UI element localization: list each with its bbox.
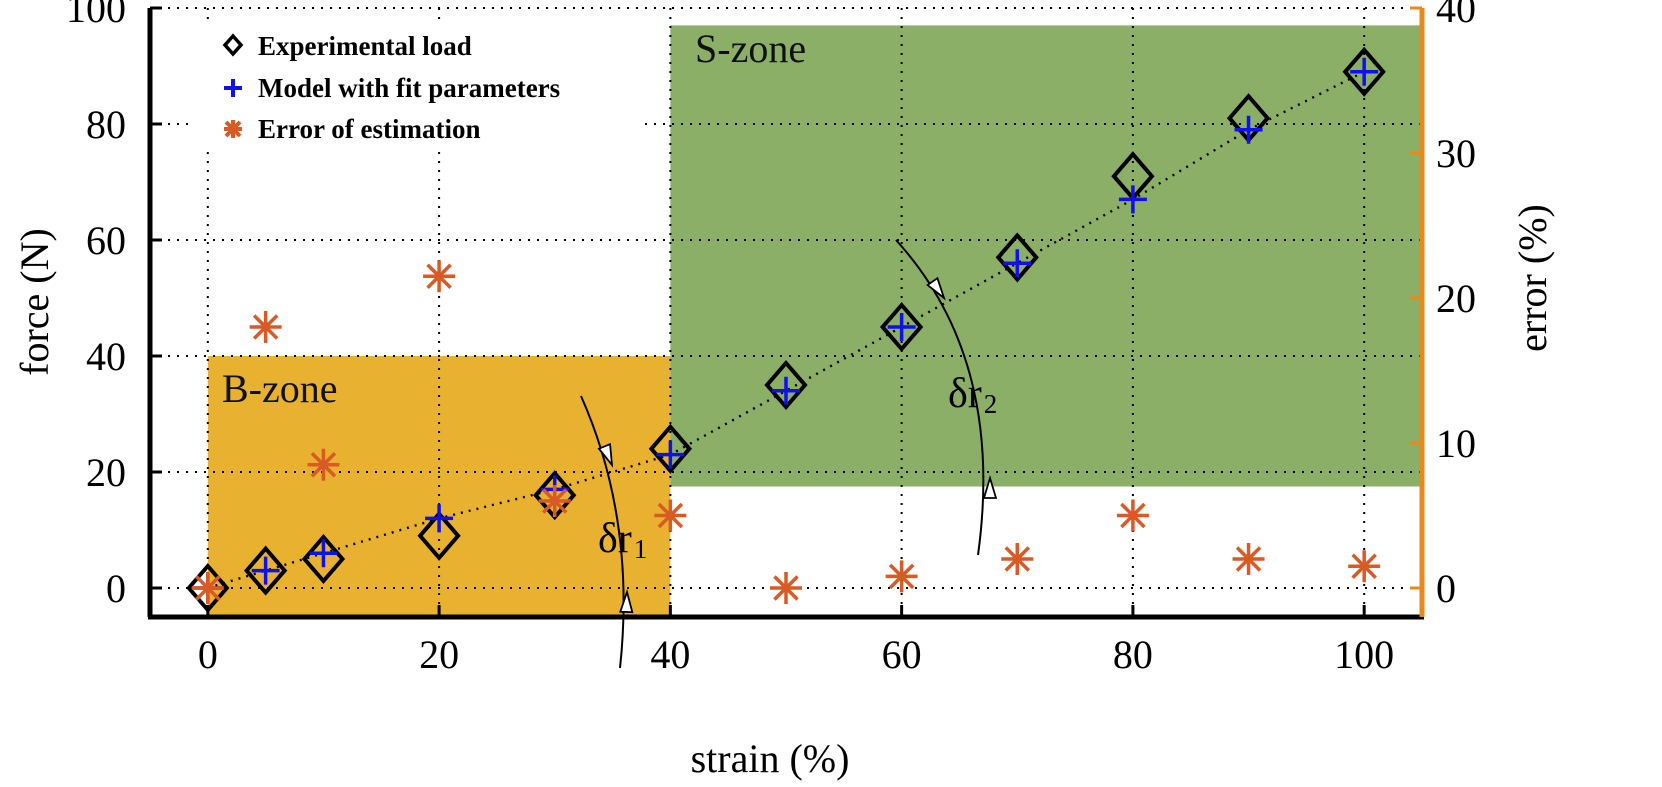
legend-marker-plus bbox=[224, 79, 242, 97]
point-plus-11 bbox=[1350, 57, 1379, 86]
y-right-tick-label-10: 10 bbox=[1436, 421, 1476, 466]
annotation-delta-r1: δr1 bbox=[598, 516, 647, 564]
y-axis-right-label: error (%) bbox=[1510, 204, 1555, 352]
point-asterisk-0 bbox=[191, 572, 224, 604]
delta-r2-arrow-top bbox=[926, 276, 946, 301]
point-asterisk-5 bbox=[654, 499, 687, 532]
fit-line bbox=[207, 70, 1365, 590]
point-plus-6 bbox=[772, 376, 800, 405]
delta-arcs bbox=[580, 239, 998, 669]
y-right-tick-label-40: 40 bbox=[1436, 0, 1476, 31]
point-plus-10 bbox=[1234, 115, 1263, 144]
point-asterisk-11 bbox=[1348, 550, 1381, 583]
fit-line-path bbox=[207, 70, 1365, 590]
point-asterisk-7 bbox=[885, 560, 918, 593]
y-tick-label-80: 80 bbox=[86, 102, 126, 147]
x-axis-label: strain (%) bbox=[691, 736, 850, 781]
point-asterisk-8 bbox=[1001, 543, 1034, 575]
point-plus-9 bbox=[1118, 185, 1147, 214]
legend-marker-asterisk bbox=[224, 120, 242, 138]
y-right-tick-label-30: 30 bbox=[1436, 131, 1476, 176]
y-right-tick-label-20: 20 bbox=[1436, 276, 1476, 321]
point-diamond-7 bbox=[879, 301, 924, 353]
point-asterisk-3 bbox=[423, 260, 456, 293]
zone-label-s: S-zone bbox=[695, 26, 806, 71]
y-tick-label-0: 0 bbox=[106, 566, 126, 611]
delta-r2-arc bbox=[895, 239, 985, 556]
point-asterisk-2 bbox=[307, 448, 340, 481]
legend-marker-diamond bbox=[222, 33, 244, 57]
zone-1 bbox=[670, 25, 1422, 487]
y-tick-label-60: 60 bbox=[86, 218, 126, 263]
x-tick-label-40: 40 bbox=[650, 632, 690, 677]
point-diamond-11 bbox=[1342, 46, 1386, 97]
x-tick-label-100: 100 bbox=[1334, 632, 1394, 677]
point-asterisk-6 bbox=[770, 572, 802, 604]
point-plus-2 bbox=[309, 539, 338, 568]
point-asterisk-4 bbox=[538, 485, 571, 517]
axes bbox=[147, 6, 1425, 620]
point-plus-7 bbox=[887, 313, 916, 341]
point-asterisk-1 bbox=[249, 311, 282, 343]
point-diamond-8 bbox=[995, 232, 1039, 283]
x-tick-label-20: 20 bbox=[419, 632, 459, 677]
y-tick-label-40: 40 bbox=[86, 334, 126, 379]
delta-r2-arrow-bottom bbox=[982, 474, 998, 499]
point-diamond-3 bbox=[417, 510, 461, 561]
point-plus-1 bbox=[251, 556, 280, 585]
point-asterisk-10 bbox=[1232, 543, 1265, 575]
point-plus-5 bbox=[656, 440, 685, 469]
delta-r1-arc bbox=[580, 395, 625, 669]
legend: Experimental load Model with fit paramet… bbox=[188, 20, 638, 148]
point-plus-8 bbox=[1003, 249, 1032, 278]
zone-label-b: B-zone bbox=[222, 366, 338, 411]
delta-r1-arrow-top bbox=[597, 442, 614, 468]
y-tick-label-100: 100 bbox=[66, 0, 126, 31]
legend-label-error: Error of estimation bbox=[258, 114, 480, 144]
zones bbox=[207, 25, 1422, 617]
data-marks bbox=[186, 46, 1386, 614]
legend-label-experimental: Experimental load bbox=[258, 31, 472, 61]
legend-label-model: Model with fit parameters bbox=[258, 73, 560, 103]
annotation-delta-r2: δr2 bbox=[948, 371, 997, 419]
point-diamond-5 bbox=[648, 423, 693, 474]
point-diamond-6 bbox=[764, 359, 808, 411]
point-diamond-1 bbox=[243, 545, 288, 596]
y-right-tick-label-0: 0 bbox=[1436, 566, 1456, 611]
y-tick-label-20: 20 bbox=[86, 450, 126, 495]
tick-labels: 0 20 40 60 80 100 0 20 40 60 80 100 0 10 20 30 40 bbox=[66, 0, 1476, 677]
x-tick-label-60: 60 bbox=[882, 632, 922, 677]
x-tick-label-80: 80 bbox=[1113, 632, 1153, 677]
y-axis-label: force (N) bbox=[12, 228, 57, 376]
x-tick-label-0: 0 bbox=[198, 632, 218, 677]
delta-r1-arrow-bottom bbox=[619, 588, 634, 614]
point-plus-3 bbox=[425, 504, 454, 533]
point-asterisk-9 bbox=[1116, 499, 1149, 532]
